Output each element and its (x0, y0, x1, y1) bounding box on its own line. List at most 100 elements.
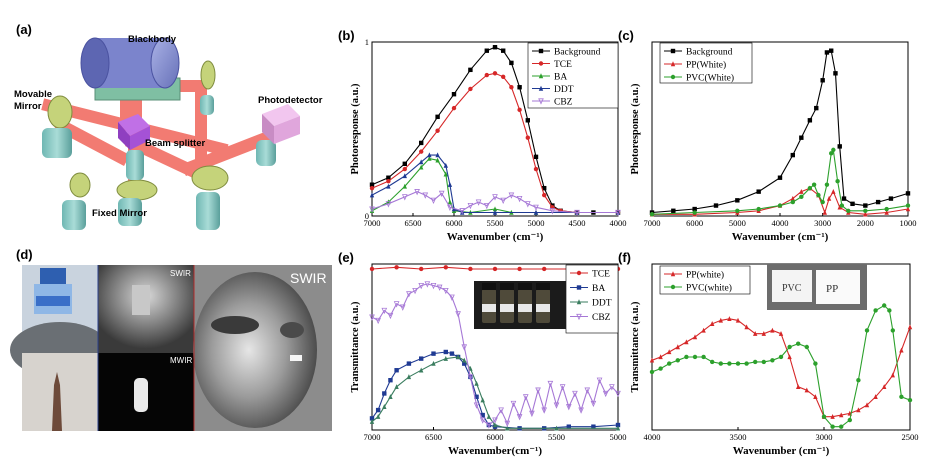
data-point-e-3 (522, 394, 529, 401)
data-point-f-0 (864, 402, 870, 408)
blackbody-source (80, 37, 181, 101)
data-point-c-2 (829, 151, 834, 156)
data-point-f-1 (887, 308, 892, 313)
data-point-b-2 (419, 164, 424, 170)
data-point-b-1 (419, 149, 424, 154)
chart-c: (c) 7000 6000 5000 4000 3000 2000 1000 Wavenumbe… (618, 28, 917, 243)
data-point-f-0 (830, 414, 835, 419)
data-point-e-2 (486, 414, 492, 419)
data-point-f-0 (761, 331, 766, 336)
data-point-e-1 (369, 416, 375, 421)
data-point-e-3 (498, 407, 504, 414)
data-point-f-0 (873, 394, 878, 399)
x-axis-label-b: Wavenumber (cm⁻¹) (447, 231, 544, 243)
data-point-e-2 (406, 374, 412, 380)
data-point-b-2 (447, 199, 453, 205)
legend-label-b: Background (554, 48, 601, 58)
data-point-e-3 (455, 311, 461, 318)
data-point-e-3 (418, 282, 425, 290)
data-point-f-1 (821, 414, 827, 419)
data-point-c-2 (863, 208, 868, 213)
data-point-f-1 (770, 358, 775, 363)
data-point-b-1 (542, 192, 547, 198)
data-point-f-1 (882, 303, 887, 308)
mwir-image: MWIR (98, 353, 194, 431)
y-axis-label-e: Transmittance (a.u.) (350, 301, 361, 393)
data-point-e-3 (479, 417, 486, 424)
data-point-e-3 (442, 287, 449, 295)
data-point-b-2 (427, 155, 432, 161)
data-point-b-4 (447, 204, 453, 211)
x-tick-label-f: 3500 (730, 432, 747, 442)
data-point-f-1 (804, 344, 809, 350)
x-tick-label-f: 3000 (816, 432, 833, 442)
data-point-c-1 (884, 209, 889, 215)
data-point-e-3 (387, 312, 394, 320)
data-point-f-1 (744, 361, 749, 366)
x-tick-label-b: 6500 (405, 218, 422, 228)
data-point-e-2 (480, 397, 485, 403)
data-point-f-0 (692, 334, 698, 340)
data-point-f-0 (667, 349, 672, 355)
data-point-e-3 (461, 344, 468, 351)
data-point-b-3 (447, 181, 453, 187)
data-point-b-1 (509, 85, 514, 90)
data-point-e-1 (394, 368, 399, 373)
x-tick-label-c: 2000 (857, 218, 874, 228)
data-point-c-2 (799, 194, 804, 200)
data-point-f-0 (718, 317, 723, 323)
data-point-c-0 (833, 71, 838, 76)
pp-film-label: PP (826, 283, 838, 295)
legend-marker-e (576, 270, 582, 276)
data-point-b-1 (525, 135, 530, 140)
data-point-b-1 (435, 128, 440, 133)
legend-box-c (659, 42, 753, 84)
data-point-e-2 (455, 354, 461, 360)
swir-small-caption: SWIR (170, 269, 191, 278)
data-point-e-3 (375, 317, 381, 325)
x-tick-label-f: 2500 (902, 432, 919, 442)
legend-marker-f (670, 284, 676, 290)
legend-marker-c (670, 61, 676, 67)
series-line-f-1 (651, 304, 911, 428)
x-tick-label-e: 6000 (487, 432, 504, 442)
data-point-c-2 (649, 212, 655, 217)
data-point-e-2 (615, 425, 621, 431)
data-point-b-4 (508, 192, 515, 199)
data-point-e-3 (473, 402, 480, 409)
data-point-f-1 (830, 424, 835, 429)
data-point-e-3 (467, 374, 474, 381)
movable-mirror-label-1: Movable (14, 89, 52, 100)
swir-face-image: SWIR (193, 265, 332, 431)
x-tick-label-b: 6000 (446, 218, 463, 228)
data-point-b-3 (386, 183, 391, 189)
data-point-c-2 (839, 203, 845, 208)
panel-a-setup: (a) Blackbody Movable Mirror Photodetect… (14, 22, 323, 230)
x-axis-label-f: Wavenumber (cm⁻¹) (733, 445, 830, 457)
data-point-b-4 (475, 199, 482, 206)
data-point-e-3 (572, 390, 578, 398)
legend-label-e: BA (592, 284, 605, 294)
data-point-f-1 (735, 361, 741, 366)
data-point-e-1 (591, 424, 596, 429)
mwir-caption: MWIR (170, 356, 192, 365)
data-point-f-1 (692, 354, 698, 360)
series-line-b-4 (371, 191, 618, 214)
data-point-e-2 (382, 404, 387, 409)
data-point-c-0 (799, 135, 804, 140)
data-point-e-2 (505, 425, 510, 431)
data-point-b-4 (524, 201, 531, 208)
data-point-b-3 (435, 152, 440, 158)
data-point-f-1 (899, 394, 904, 399)
data-point-e-3 (393, 301, 400, 308)
data-point-f-1 (753, 359, 758, 365)
data-point-e-1 (462, 361, 467, 366)
data-point-c-2 (790, 199, 795, 205)
data-point-e-1 (375, 407, 381, 413)
data-point-b-2 (435, 157, 440, 163)
series-line-e-3 (371, 283, 619, 426)
data-point-e-3 (516, 414, 523, 421)
data-point-e-1 (480, 412, 485, 418)
legend-label-e: TCE (592, 270, 610, 280)
